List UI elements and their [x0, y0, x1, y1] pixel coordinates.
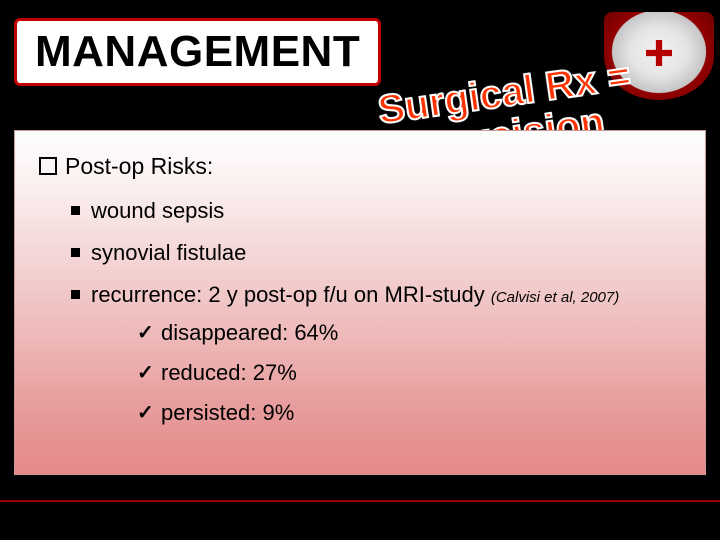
postop-risks-heading: Post-op Risks:	[39, 153, 681, 180]
footer-divider	[0, 500, 720, 502]
recurrence-check-list: disappeared: 64% reduced: 27% persisted:…	[137, 320, 681, 426]
title-box: MANAGEMENT	[14, 18, 381, 86]
list-item: disappeared: 64%	[137, 320, 681, 346]
page-title: MANAGEMENT	[35, 27, 360, 76]
content-panel: Post-op Risks: wound sepsis synovial fis…	[14, 130, 706, 475]
list-item: recurrence: 2 y post-op f/u on MRI-study…	[71, 282, 681, 426]
list-item: synovial fistulae	[71, 240, 681, 266]
citation-text: (Calvisi et al, 2007)	[491, 289, 619, 306]
list-item: wound sepsis	[71, 198, 681, 224]
risk-bullet-list: wound sepsis synovial fistulae recurrenc…	[71, 198, 681, 426]
list-item: reduced: 27%	[137, 360, 681, 386]
list-item: persisted: 9%	[137, 400, 681, 426]
recurrence-text: recurrence: 2 y post-op f/u on MRI-study	[91, 282, 491, 307]
